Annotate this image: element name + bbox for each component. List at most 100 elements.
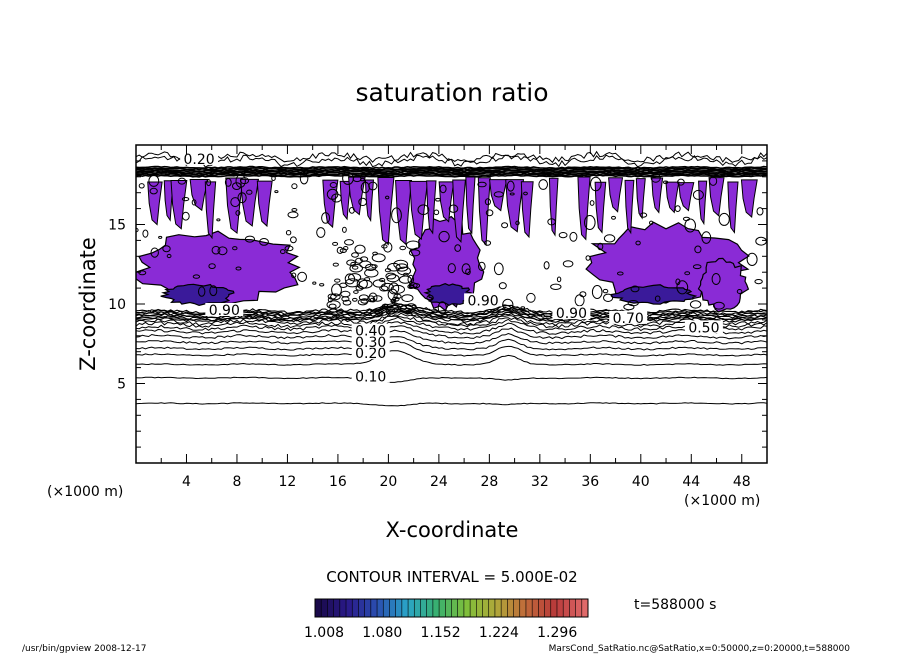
contour-squiggle <box>506 180 515 192</box>
fill-streak <box>594 181 607 234</box>
contour-line <box>136 169 767 174</box>
fill-streak <box>635 178 646 220</box>
contour-squiggle <box>149 187 158 195</box>
contour-squiggle <box>371 264 378 269</box>
contour-squiggle <box>177 177 187 185</box>
contour-squiggle <box>579 291 587 298</box>
fill-streak <box>520 181 534 239</box>
contour-squiggle <box>694 245 702 254</box>
contour-label-bg <box>684 320 723 334</box>
colorbar-segment <box>364 599 372 617</box>
colorbar-segment <box>538 599 545 617</box>
contour-squiggle <box>501 222 509 229</box>
colorbar-label: 1.080 <box>362 625 402 641</box>
contour-squiggle <box>684 218 697 233</box>
fill-streak <box>322 179 339 229</box>
colorbar-segment <box>525 599 533 617</box>
contour-squiggle <box>454 244 462 252</box>
colorbar-label: 1.152 <box>421 625 461 641</box>
fill-streak <box>698 180 708 226</box>
fill-streak <box>377 176 395 246</box>
contour-squiggle <box>364 277 371 282</box>
contour-squiggle <box>224 178 232 187</box>
fill-streak <box>465 176 476 235</box>
contour-squiggle <box>502 298 514 311</box>
contour-line <box>136 321 767 335</box>
fill-streak <box>548 177 559 237</box>
colorbar <box>314 598 589 618</box>
colorbar-segment <box>352 599 359 617</box>
contour-label-bg <box>351 334 390 348</box>
contour-squiggle <box>345 278 360 288</box>
contour-squiggle <box>426 294 434 301</box>
contour-squiggle <box>711 273 721 285</box>
fill-streak <box>489 179 508 212</box>
contour-squiggle <box>755 236 767 246</box>
colorbar-segment <box>488 599 496 617</box>
contour-squiggle <box>321 212 331 224</box>
contour-squiggle <box>736 289 743 294</box>
contour-squiggle <box>405 303 417 311</box>
colorbar-segment <box>432 599 440 617</box>
contour-squiggle <box>297 271 308 282</box>
contour-squiggle <box>399 245 407 251</box>
x-tick-label: 28 <box>480 474 498 490</box>
fill-streak <box>708 177 725 217</box>
contour-squiggle <box>718 212 730 226</box>
colorbar-label: 1.224 <box>479 625 519 641</box>
colorbar-segment <box>457 599 465 617</box>
colorbar-frame <box>314 598 589 618</box>
contour-squiggle <box>558 232 568 239</box>
contour-squiggle <box>585 255 591 261</box>
contour-label: 0.20 <box>355 346 386 362</box>
contour-squiggle <box>368 181 378 191</box>
contour-squiggle <box>407 284 415 290</box>
contour-squiggle <box>550 283 562 290</box>
colorbar-label: 1.296 <box>537 625 577 641</box>
contour-squiggle <box>387 304 400 313</box>
contour-line <box>136 376 767 383</box>
contour-squiggle <box>271 175 276 182</box>
colorbar-segment <box>575 599 583 617</box>
contour-squiggle <box>290 236 297 244</box>
x-tick-label: 48 <box>733 474 751 490</box>
contour-lines <box>136 150 767 407</box>
colorbar-segment <box>408 599 415 617</box>
contour-squiggle <box>498 282 507 290</box>
colorbar-segment <box>383 599 390 617</box>
contour-squiggle <box>493 262 504 276</box>
contour-squiggle <box>368 292 378 303</box>
contour-label-bg <box>351 323 390 337</box>
contour-squiggle <box>344 239 354 246</box>
contour-squiggle <box>403 272 409 277</box>
contour-squiggle <box>291 272 297 279</box>
contour-squiggle <box>332 262 339 267</box>
contour-squiggle <box>334 278 341 283</box>
contour-squiggle <box>328 303 337 309</box>
contour-squiggle <box>371 253 386 263</box>
contour-line <box>136 165 767 170</box>
contour-squiggle <box>388 282 400 295</box>
x-tick-label: 16 <box>329 474 347 490</box>
footer-right: MarsCond_SatRatio.nc@SatRatio,x=0:50000,… <box>549 644 851 654</box>
colorbar-segment <box>451 599 458 617</box>
contour-squiggle <box>342 299 352 306</box>
contour-squiggle <box>385 272 397 280</box>
contour-squiggle <box>676 280 689 295</box>
contour-squiggle <box>349 263 364 273</box>
colorbar-segment <box>476 599 483 617</box>
contour-squiggle <box>332 241 339 246</box>
contour-squiggle <box>391 207 402 224</box>
fill-region <box>136 230 301 304</box>
contour-squiggle <box>617 271 624 276</box>
contour-label: 0.90 <box>209 303 240 319</box>
contour-squiggle <box>339 282 348 288</box>
colorbar-segment <box>321 599 328 617</box>
contour-squiggle <box>360 181 370 194</box>
contour-squiggle <box>351 252 359 258</box>
contour-squiggle <box>331 193 342 203</box>
contour-squiggle <box>364 268 379 278</box>
fill-streak <box>477 177 491 247</box>
x-unit-left: (×1000 m) <box>47 484 123 500</box>
contour-line <box>136 315 767 329</box>
